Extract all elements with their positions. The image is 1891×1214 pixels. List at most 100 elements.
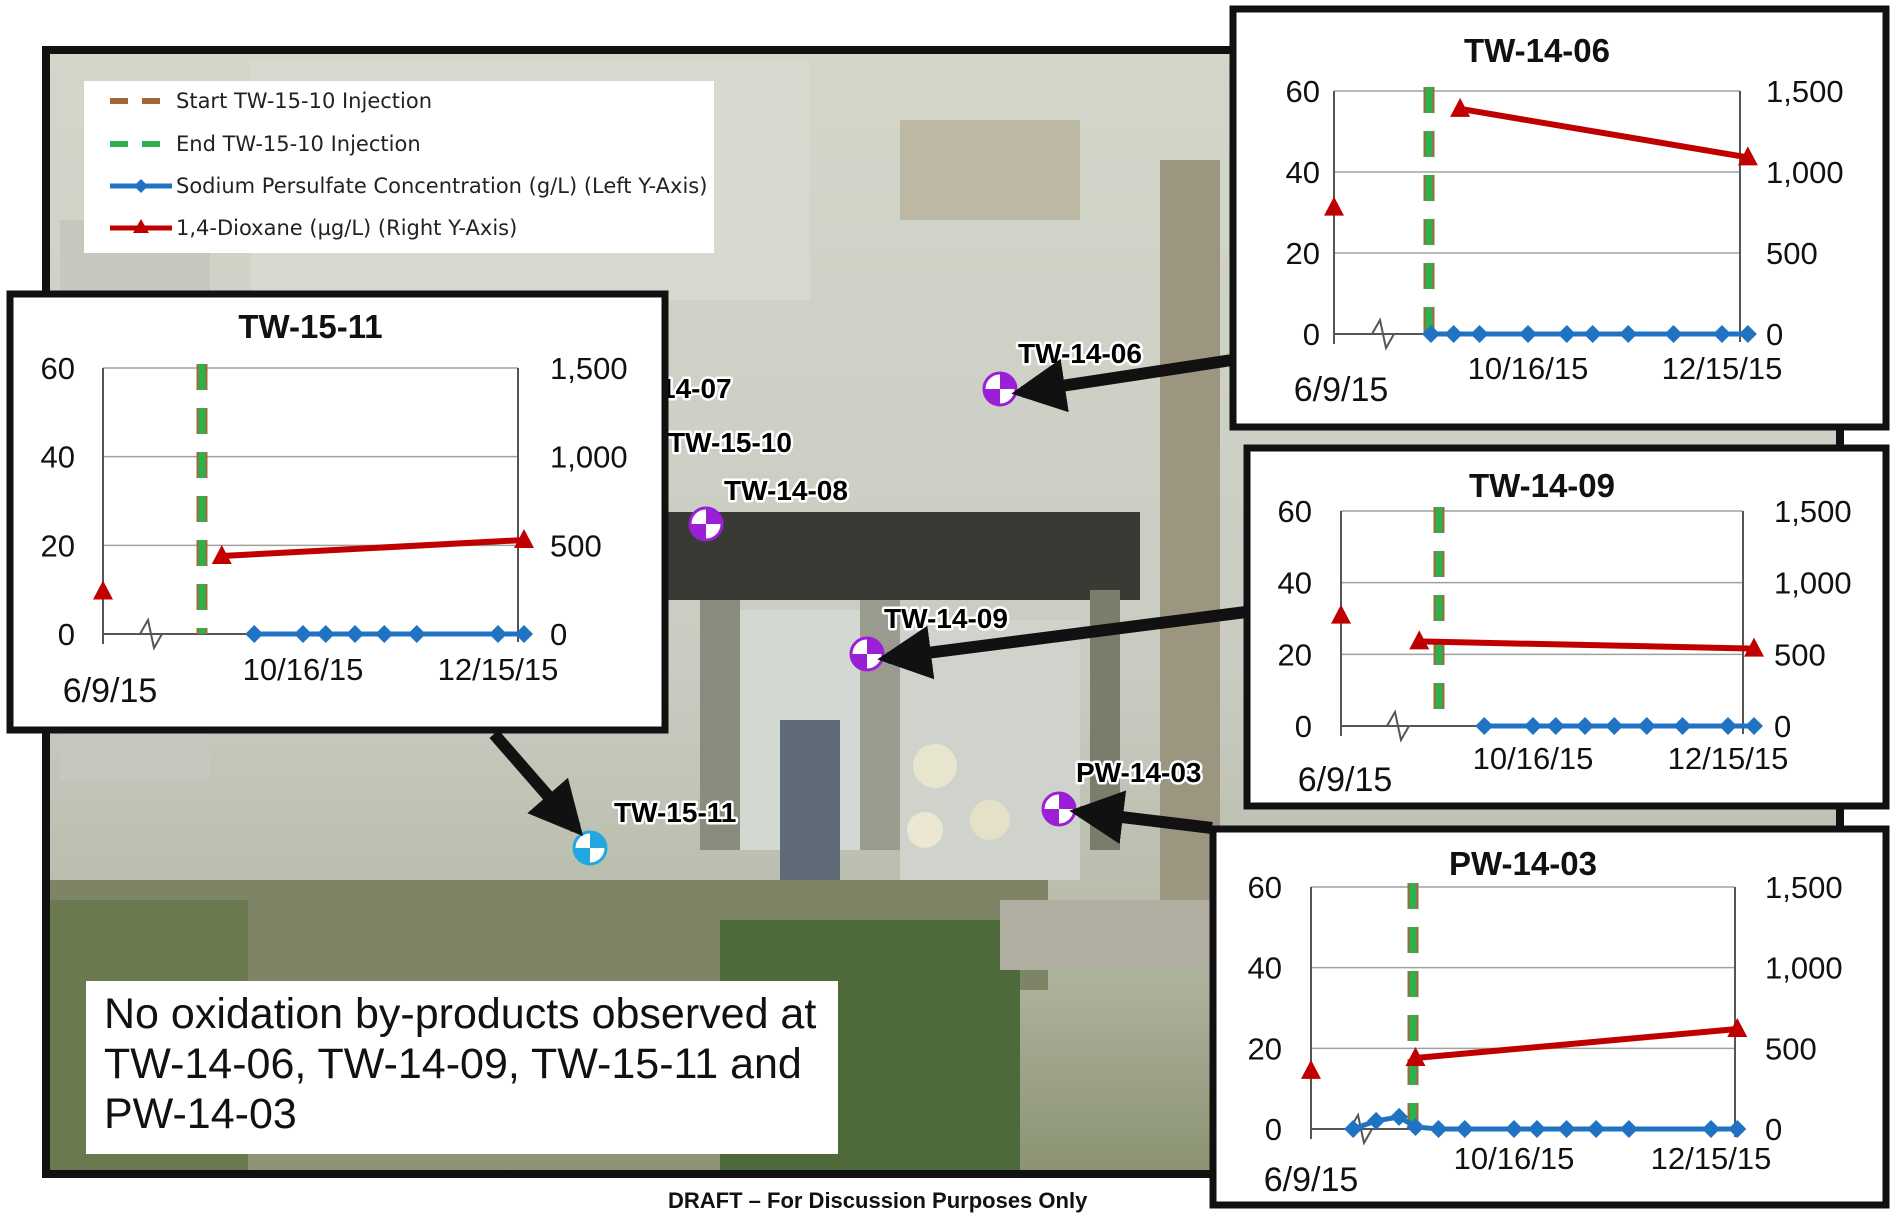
dioxane-series-line [1415,1025,1738,1062]
chart-panels: TW-14-06 0 20 40 60 0 500 1,000 1,500 6/9/15 10/16… [6,5,1890,1209]
persulfate-data-point [1470,325,1489,343]
y-right-tick-label: 500 [1765,1031,1817,1066]
chart-frame [1243,444,1890,810]
well-label-tw-15-10: TW-15-10 [668,427,792,458]
y-right-tick-label: 1,500 [1774,494,1852,529]
persulfate-data-point [1583,325,1602,343]
persulfate-data-point [1728,1120,1747,1138]
persulfate-data-point [1367,1111,1386,1130]
y-left-tick-label: 60 [1278,494,1312,529]
y-right-tick-label: 1,000 [1766,155,1844,190]
dioxane-series-line [221,537,525,559]
x-tick-label: 12/15/15 [1668,741,1789,776]
persulfate-data-point [1444,325,1463,343]
persulfate-data-point [1702,1120,1720,1138]
persulfate-data-point [1546,717,1565,735]
y-left-tick-label: 0 [58,617,75,652]
well-label-tw-14-06: TW-14-06 [1018,338,1142,369]
y-left-tick-label: 40 [1278,566,1312,601]
legend-label: End TW-15-10 Injection [176,132,421,156]
y-right-tick-label: 1,500 [1765,870,1843,905]
y-left-tick-label: 0 [1303,317,1320,352]
dioxane-series-line [1459,105,1749,161]
dioxane-series-line [1419,638,1755,652]
y-left-tick-label: 60 [1286,74,1320,109]
arrow-tw-15-11 [489,730,584,837]
chart-title: PW-14-03 [1449,845,1597,882]
x-tick-label: 12/15/15 [1662,351,1783,386]
dioxane-data-point [1450,97,1471,117]
persulfate-data-point [1557,1120,1576,1138]
y-left-tick-label: 60 [1248,870,1282,905]
well-marker-tw-15-11[interactable] [572,830,608,866]
y-left-tick-label: 40 [1286,155,1320,190]
well-marker-tw-14-08[interactable] [688,506,724,542]
persulfate-data-point [245,625,264,643]
dioxane-baseline-point [1301,1059,1321,1079]
well-label-tw-14-07: 14-07 [660,373,732,404]
y-left-tick-label: 40 [41,440,75,475]
well-marker-pw-14-03[interactable] [1041,791,1077,827]
persulfate-data-point [1344,1120,1363,1138]
well-label-pw-14-03: PW-14-03 [1076,757,1201,788]
persulfate-data-point [1505,1120,1523,1138]
diamond-marker-icon [134,179,148,193]
legend-item-end-injection: End TW-15-10 Injection [110,132,421,156]
legend: Start TW-15-10 Injection End TW-15-10 In… [84,81,714,253]
well-label-tw-14-08: TW-14-08 [724,475,848,506]
persulfate-data-point [1745,717,1763,735]
y-left-tick-label: 20 [1248,1031,1282,1066]
well-label-tw-15-11: TW-15-11 [614,797,736,828]
persulfate-data-point [1738,325,1757,343]
axis-break-mark [1377,709,1410,743]
legend-item-dioxane: 1,4-Dioxane (µg/L) (Right Y-Axis) [110,216,517,240]
x-tick-label: 10/16/15 [243,652,364,687]
y-right-tick-label: 500 [1766,236,1818,271]
chart-title: TW-15-11 [238,308,382,345]
dioxane-data-point [1737,146,1758,166]
legend-item-persulfate: Sodium Persulfate Concentration (g/L) (L… [110,174,707,198]
y-left-tick-label: 60 [41,351,75,386]
dioxane-data-point [1405,1047,1426,1067]
persulfate-data-point [294,625,312,643]
y-right-tick-label: 1,000 [1774,566,1852,601]
well-marker-tw-14-06[interactable] [982,371,1018,407]
x-tick-label: 10/16/15 [1454,1141,1575,1176]
persulfate-data-point [1637,717,1656,735]
well-label-tw-14-09: TW-14-09 [884,603,1008,634]
y-left-tick-label: 20 [41,528,75,563]
dioxane-data-point [1409,630,1430,650]
persulfate-data-point [1519,325,1537,343]
chart-panel-tw-15-11: TW-15-11 0 20 40 60 0 500 1,000 1,500 6/9/15 10/16… [6,290,669,734]
x-tick-label: 6/9/15 [1264,1161,1359,1199]
persulfate-data-point [1605,717,1624,735]
persulfate-data-point [375,625,394,643]
x-tick-label: 10/16/15 [1468,351,1589,386]
dioxane-baseline-point [93,580,113,600]
persulfate-data-point [1619,1120,1638,1138]
y-right-tick-label: 0 [550,617,567,652]
x-tick-label: 12/15/15 [1651,1141,1772,1176]
y-right-tick-label: 1,500 [1766,74,1844,109]
persulfate-data-point [1455,1120,1474,1138]
observation-note: No oxidation by-products observed at TW-… [86,981,838,1154]
well-marker-tw-14-09[interactable] [849,636,885,672]
callout-arrows [489,354,1247,845]
persulfate-data-point [346,625,364,643]
persulfate-data-point [1524,717,1542,735]
persulfate-data-point [1576,717,1594,735]
persulfate-data-point [1719,717,1737,735]
x-tick-label: 6/9/15 [1294,371,1389,409]
legend-item-start-injection: Start TW-15-10 Injection [110,89,432,113]
arrow-pw-14-03 [1069,790,1213,845]
arrow-tw-14-09 [877,606,1247,680]
persulfate-data-point [1475,717,1494,735]
axis-break-mark [130,617,163,651]
dioxane-data-point [514,529,534,549]
persulfate-data-point [316,625,335,643]
y-right-tick-label: 500 [1774,637,1826,672]
chart-panel-tw-14-06: TW-14-06 0 20 40 60 0 500 1,000 1,500 6/9/15 10/16… [1229,5,1890,431]
x-tick-label: 6/9/15 [63,672,158,710]
persulfate-data-point [1673,717,1692,735]
